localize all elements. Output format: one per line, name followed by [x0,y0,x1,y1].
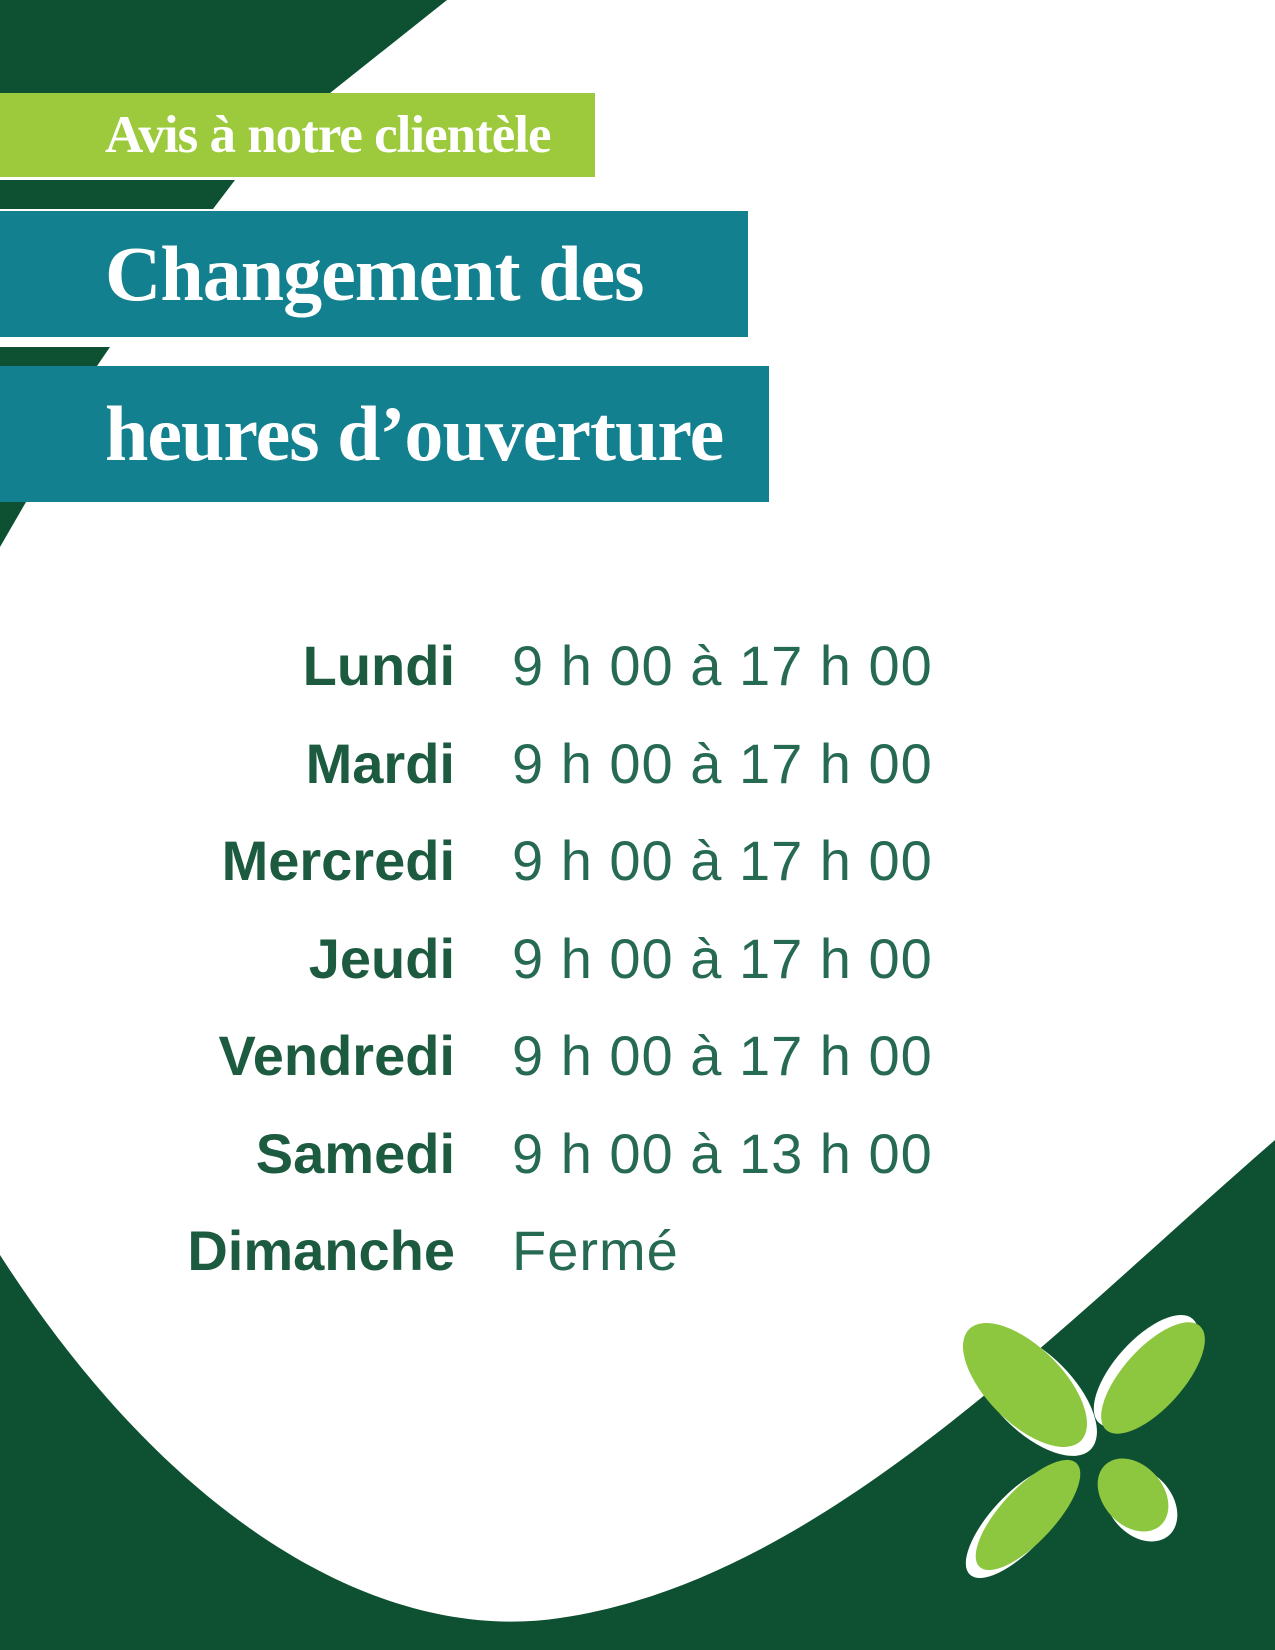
petal [1097,1458,1169,1532]
hours-value: 9 h 00 à 17 h 00 [512,828,933,892]
day-label: Jeudi [308,926,455,990]
day-label: Mardi [305,731,455,795]
dark-ribbon-tail-3 [0,502,26,547]
petal [975,1459,1081,1571]
eyebrow-banner: Avis à notre clientèle [0,93,595,177]
day-label: Vendredi [218,1023,455,1087]
title-banner-line2: heures d’ouverture [0,366,770,502]
dark-ribbon-tail-2 [0,347,110,366]
petal [1101,1322,1205,1434]
dark-ribbon-tail-1 [0,180,235,209]
hours-value: 9 h 00 à 17 h 00 [512,633,933,697]
hours-value: 9 h 00 à 13 h 00 [512,1121,933,1185]
dark-ribbon-top [0,0,447,93]
petal [963,1323,1087,1447]
bottom-curve-shape [0,1140,1275,1650]
hours-value: 9 h 00 à 17 h 00 [512,1023,933,1087]
day-label: Lundi [302,633,455,697]
hours-value: 9 h 00 à 17 h 00 [512,731,933,795]
schedule-row: Vendredi 9 h 00 à 17 h 00 [0,1006,1100,1104]
day-label: Dimanche [187,1218,455,1282]
eyebrow-text: Avis à notre clientèle [105,106,552,164]
schedule-row: Mercredi 9 h 00 à 17 h 00 [0,811,1100,909]
hours-value: 9 h 00 à 17 h 00 [512,926,933,990]
schedule-row: Samedi 9 h 00 à 13 h 00 [0,1104,1100,1202]
schedule-row: Jeudi 9 h 00 à 17 h 00 [0,909,1100,1007]
title-text-line1: Changement des [105,230,645,317]
schedule-row: Mardi 9 h 00 à 17 h 00 [0,714,1100,812]
schedule-row: Dimanche Fermé [0,1201,1100,1299]
day-label: Mercredi [221,828,455,892]
hours-value: Fermé [512,1218,679,1282]
flower-logo-icon [963,1314,1205,1579]
title-text-line2: heures d’ouverture [105,390,724,477]
title-banner-line1: Changement des [0,211,748,337]
schedule-row: Lundi 9 h 00 à 17 h 00 [0,616,1100,714]
day-label: Samedi [255,1121,455,1185]
